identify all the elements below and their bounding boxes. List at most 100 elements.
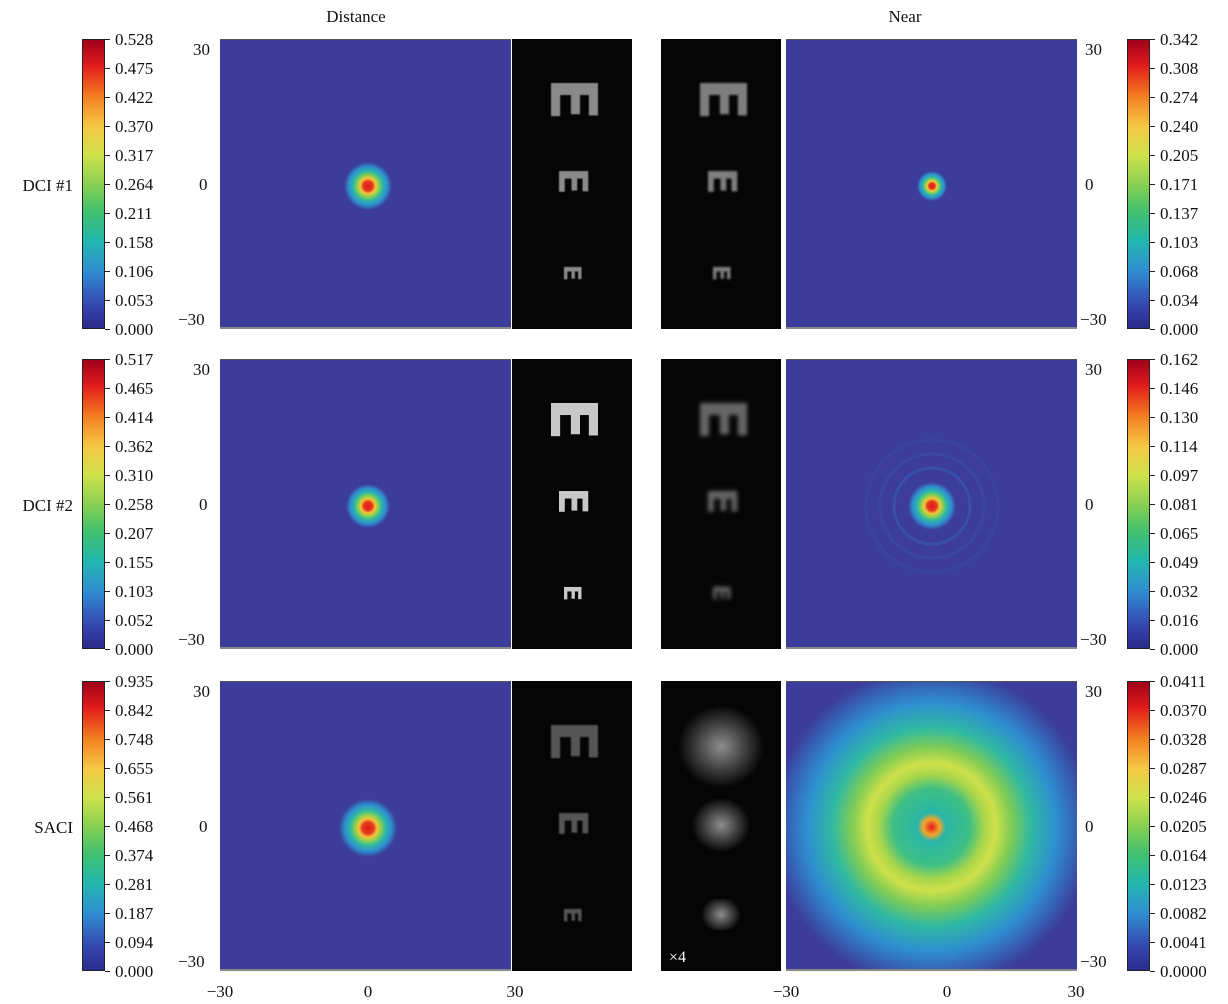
colorbar-tick [105, 710, 110, 711]
colorbar-tick [105, 388, 110, 389]
colorbar-tick [105, 126, 110, 127]
colorbar-tick [1150, 97, 1155, 98]
colorbar-tick-label: 0.0082 [1160, 904, 1207, 923]
colorbar-tick-label: 0.0287 [1160, 759, 1207, 778]
colorbar-distance [82, 359, 105, 649]
colorbar-tick [105, 913, 110, 914]
colorbar-tick [105, 562, 110, 563]
colorbar-tick [1150, 942, 1155, 943]
colorbar-tick-label: 0.211 [115, 204, 153, 223]
colorbar-tick-label: 0.561 [115, 788, 154, 807]
psf-intensity [346, 484, 390, 528]
colorbar-tick [105, 446, 110, 447]
colorbar-tick [1150, 649, 1155, 650]
colorbar-tick-label: 0.0370 [1160, 701, 1207, 720]
optotype-blur-spot [701, 899, 741, 931]
colorbar-tick-label: 0.274 [1160, 88, 1199, 107]
colorbar-tick-label: 0.162 [1160, 350, 1199, 369]
colorbar-tick-label: 0.146 [1160, 379, 1199, 398]
y-tick-top: 30 [193, 40, 210, 59]
colorbar-tick [105, 300, 110, 301]
colorbar-tick-label: 0.475 [115, 59, 154, 78]
colorbar-tick-label: 0.137 [1160, 204, 1199, 223]
y-tick-bottom: −30 [1080, 952, 1107, 971]
colorbar-tick-label: 0.205 [1160, 146, 1199, 165]
colorbar-tick-label: 0.0000 [1160, 962, 1207, 981]
optotype-letter: E [707, 264, 735, 282]
colorbar-tick [1150, 155, 1155, 156]
optotype-letter: E [558, 906, 586, 924]
colorbar-tick [1150, 475, 1155, 476]
colorbar-tick [1150, 562, 1155, 563]
colorbar-tick [1150, 620, 1155, 621]
colorbar-tick [1150, 184, 1155, 185]
colorbar-tick-label: 0.081 [1160, 495, 1199, 514]
colorbar-tick-label: 0.158 [115, 233, 154, 252]
row-label: SACI [34, 818, 73, 837]
colorbar-tick [105, 971, 110, 972]
colorbar-tick [1150, 417, 1155, 418]
psf-intensity [864, 438, 1000, 574]
colorbar-tick [1150, 739, 1155, 740]
colorbar-tick [1150, 213, 1155, 214]
x-tick-near: −30 [772, 982, 800, 1001]
colorbar-tick-label: 0.000 [1160, 640, 1199, 659]
distance-column-header: Distance [326, 7, 386, 26]
colorbar-tick [1150, 710, 1155, 711]
near-column-header: Near [888, 7, 922, 26]
magnification-note: ×4 [669, 949, 687, 966]
y-tick-mid: 0 [1085, 817, 1094, 836]
colorbar-tick-label: 0.748 [115, 730, 154, 749]
colorbar-near [1127, 39, 1150, 329]
colorbar-tick [105, 39, 110, 40]
colorbar-tick-label: 0.052 [115, 611, 154, 630]
colorbar-tick [1150, 797, 1155, 798]
colorbar-tick-label: 0.362 [115, 437, 154, 456]
colorbar-tick [1150, 884, 1155, 885]
colorbar-tick-label: 0.094 [115, 933, 154, 952]
psf-intensity [344, 162, 392, 210]
psf-map-distance [220, 681, 511, 971]
colorbar-tick [105, 155, 110, 156]
colorbar-tick [105, 68, 110, 69]
y-tick-mid: 0 [1085, 175, 1094, 194]
colorbar-tick [105, 768, 110, 769]
colorbar-tick-label: 0.308 [1160, 59, 1199, 78]
colorbar-tick [105, 739, 110, 740]
y-tick-top: 30 [193, 360, 210, 379]
colorbar-tick [105, 504, 110, 505]
optotype-blur-spot [677, 705, 765, 788]
colorbar-tick [1150, 826, 1155, 827]
colorbar-tick [1150, 504, 1155, 505]
optotype-chart-near: ×4 [661, 681, 781, 971]
colorbar-tick-label: 0.414 [115, 408, 154, 427]
y-tick-mid: 0 [199, 175, 208, 194]
colorbar-tick [1150, 591, 1155, 592]
y-tick-bottom: −30 [1080, 310, 1107, 329]
colorbar-tick-label: 0.422 [115, 88, 154, 107]
colorbar-tick-label: 0.103 [1160, 233, 1199, 252]
colorbar-tick [1150, 388, 1155, 389]
colorbar-tick [1150, 359, 1155, 360]
colorbar-tick-label: 0.317 [115, 146, 154, 165]
psf-map-distance [220, 39, 511, 329]
colorbar-tick-label: 0.0164 [1160, 846, 1207, 865]
optotype-letter: E [707, 584, 735, 602]
colorbar-tick-label: 0.000 [115, 640, 154, 659]
colorbar-tick [105, 620, 110, 621]
x-tick-near: 0 [942, 982, 952, 1001]
colorbar-tick [1150, 271, 1155, 272]
colorbar-tick-label: 0.130 [1160, 408, 1199, 427]
colorbar-tick [105, 329, 110, 330]
colorbar-tick [1150, 300, 1155, 301]
colorbar-tick-label: 0.842 [115, 701, 154, 720]
y-tick-top: 30 [1085, 360, 1102, 379]
psf-intensity [339, 799, 397, 857]
colorbar-tick-label: 0.0041 [1160, 933, 1207, 952]
colorbar-tick [1150, 681, 1155, 682]
colorbar-tick-label: 0.155 [115, 553, 154, 572]
colorbar-tick [105, 97, 110, 98]
